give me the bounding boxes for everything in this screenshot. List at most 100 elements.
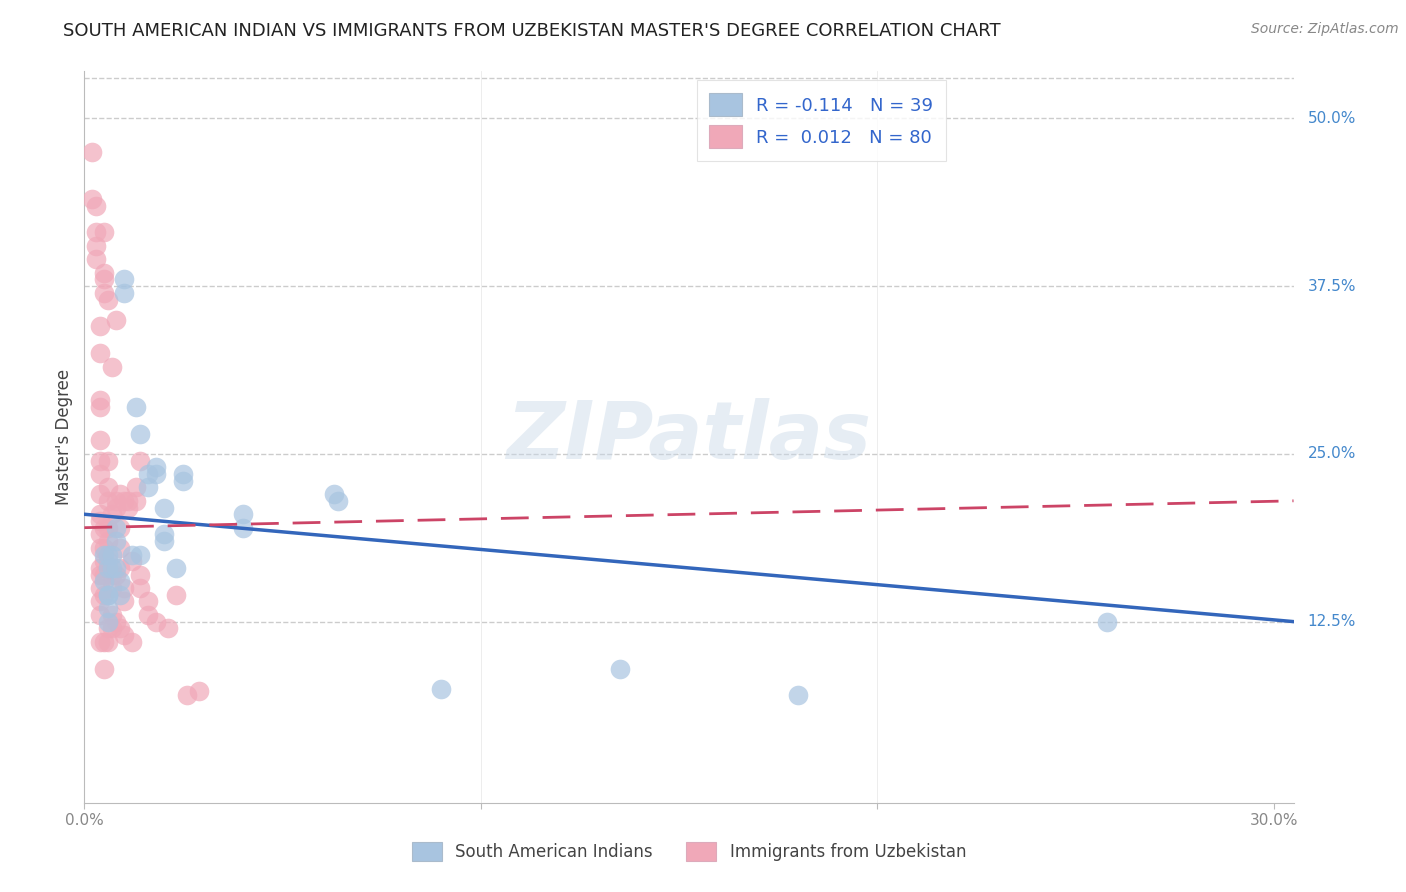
- Point: [112, 581, 135, 595]
- Point: [84, 198, 107, 212]
- Text: ZIPatlas: ZIPatlas: [506, 398, 872, 476]
- Point: [105, 615, 128, 629]
- Point: [108, 588, 131, 602]
- Point: [101, 581, 124, 595]
- Point: [105, 567, 128, 582]
- Point: [323, 487, 346, 501]
- Point: [97, 548, 120, 562]
- Point: [97, 521, 120, 535]
- Point: [128, 581, 150, 595]
- Point: [89, 567, 111, 582]
- Point: [232, 508, 254, 522]
- Point: [89, 581, 111, 595]
- Point: [108, 521, 131, 535]
- Point: [172, 474, 194, 488]
- Point: [108, 561, 131, 575]
- Point: [97, 561, 120, 575]
- Point: [145, 467, 167, 481]
- Point: [108, 574, 131, 589]
- Point: [128, 548, 150, 562]
- Point: [89, 393, 111, 408]
- Point: [89, 400, 111, 414]
- Point: [152, 527, 174, 541]
- Point: [84, 252, 107, 267]
- Legend: South American Indians, Immigrants from Uzbekistan: South American Indians, Immigrants from …: [405, 835, 973, 868]
- Point: [101, 561, 124, 575]
- Point: [97, 621, 120, 635]
- Point: [145, 460, 167, 475]
- Point: [1095, 615, 1118, 629]
- Text: 50.0%: 50.0%: [1308, 111, 1355, 126]
- Text: 37.5%: 37.5%: [1308, 278, 1355, 293]
- Point: [326, 493, 349, 508]
- Point: [136, 607, 159, 622]
- Point: [97, 493, 120, 508]
- Point: [93, 574, 115, 589]
- Point: [105, 521, 128, 535]
- Point: [89, 508, 111, 522]
- Point: [121, 554, 143, 568]
- Point: [125, 400, 148, 414]
- Point: [101, 621, 124, 635]
- Point: [97, 554, 120, 568]
- Point: [105, 534, 128, 549]
- Point: [172, 467, 194, 481]
- Point: [112, 272, 135, 286]
- Point: [117, 493, 139, 508]
- Point: [82, 192, 104, 206]
- Point: [93, 521, 115, 535]
- Point: [89, 594, 111, 608]
- Point: [89, 634, 111, 648]
- Point: [93, 226, 115, 240]
- Point: [97, 480, 120, 494]
- Point: [125, 493, 148, 508]
- Text: Source: ZipAtlas.com: Source: ZipAtlas.com: [1251, 22, 1399, 37]
- Point: [89, 527, 111, 541]
- Point: [89, 487, 111, 501]
- Point: [82, 145, 104, 159]
- Point: [93, 285, 115, 300]
- Point: [165, 588, 187, 602]
- Point: [108, 541, 131, 555]
- Text: 25.0%: 25.0%: [1308, 446, 1355, 461]
- Point: [152, 500, 174, 515]
- Point: [97, 634, 120, 648]
- Point: [93, 554, 115, 568]
- Point: [93, 634, 115, 648]
- Point: [89, 541, 111, 555]
- Point: [105, 500, 128, 515]
- Point: [121, 634, 143, 648]
- Point: [89, 514, 111, 528]
- Point: [156, 621, 179, 635]
- Point: [117, 500, 139, 515]
- Point: [93, 266, 115, 280]
- Point: [112, 493, 135, 508]
- Point: [93, 567, 115, 582]
- Point: [93, 588, 115, 602]
- Point: [136, 467, 159, 481]
- Point: [89, 607, 111, 622]
- Point: [112, 594, 135, 608]
- Point: [84, 226, 107, 240]
- Point: [97, 588, 120, 602]
- Point: [145, 615, 167, 629]
- Point: [97, 453, 120, 467]
- Point: [89, 319, 111, 334]
- Point: [165, 561, 187, 575]
- Point: [152, 534, 174, 549]
- Point: [609, 662, 631, 676]
- Point: [89, 434, 111, 448]
- Point: [176, 689, 198, 703]
- Point: [232, 521, 254, 535]
- Point: [128, 567, 150, 582]
- Point: [125, 480, 148, 494]
- Point: [93, 548, 115, 562]
- Point: [108, 621, 131, 635]
- Point: [136, 594, 159, 608]
- Point: [105, 312, 128, 326]
- Point: [84, 239, 107, 253]
- Y-axis label: Master's Degree: Master's Degree: [55, 369, 73, 505]
- Point: [101, 508, 124, 522]
- Point: [101, 548, 124, 562]
- Point: [430, 681, 453, 696]
